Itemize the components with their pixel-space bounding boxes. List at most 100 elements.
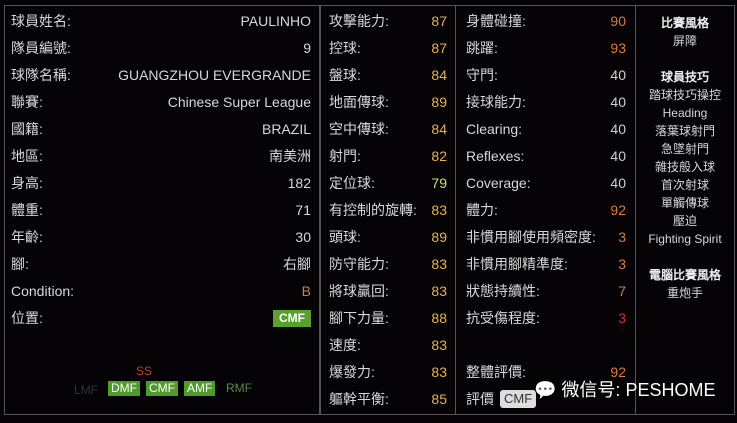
stat-row: Reflexes: 40 [466,143,626,170]
stat-value: 87 [431,40,447,56]
profile-row: 國籍: BRAZIL [11,116,311,143]
position-cmf: CMF [146,381,178,396]
position-ss: SS [136,364,153,378]
stat-value: PAULINHO [240,13,311,29]
stat-value: 79 [431,175,447,191]
stat-label: 非慣用腳使用頻密度: [466,229,596,245]
stat-label: 定位球: [329,175,375,191]
stat-row: 定位球: 79 [329,170,447,197]
stat-row: 地面傳球: 89 [329,89,447,116]
stat-row: 頭球: 89 [329,224,447,251]
stat-row: 爆發力: 83 [329,359,447,386]
stat-row: 防守能力: 83 [329,251,447,278]
style-value: 屏障 [672,34,697,48]
stat-value: 87 [431,13,447,29]
style-title: 比賽風格 [660,16,709,30]
skill-item: 急墜射門 [660,142,709,156]
stat-row: 跳躍: 93 [466,35,626,62]
position-lmf: LMF [74,383,98,397]
stat-value: 89 [431,229,447,245]
stat-row: 攻擊能力: 87 [329,8,447,35]
stat-value: 92 [610,202,626,218]
stat-value: 7 [618,283,626,299]
stat-row: 將球贏回: 83 [329,278,447,305]
overall-rating-row: 整體評價: 92 [466,359,626,386]
stat-row: 身體碰撞: 90 [466,8,626,35]
stat-row: 控球: 87 [329,35,447,62]
stat-row: 狀態持續性: 7 [466,278,626,305]
stat-value: 84 [431,121,447,137]
skill-item: 踏球技巧操控 [648,88,721,102]
stat-label: 國籍: [11,121,43,137]
skill-item: 壓迫 [672,214,697,228]
stat-label: 聯賽: [11,94,43,110]
skill-item: Fighting Spirit [648,232,722,246]
stat-value: B [301,283,311,299]
stat-value: 南美洲 [269,148,311,164]
rating-badge: CMF [500,390,537,408]
stat-row: 抗受傷程度: 3 [466,305,626,332]
style-panel: 比賽風格 屏障 球員技巧 踏球技巧操控 Heading 落葉球射門 急墜射門 雜技般入球… [635,5,735,415]
profile-panel [4,5,320,415]
stat-value: 83 [431,364,447,380]
stat-value: 83 [431,256,447,272]
stat-label: 地面傳球: [329,94,389,110]
profile-row: 位置: CMF [11,305,311,332]
profile-row: 地區: 南美洲 [11,143,311,170]
skill-item: 單觸傳球 [660,196,709,210]
stat-value: 30 [295,229,311,245]
skills-title: 球員技巧 [660,70,709,84]
stat-row: 空中傳球: 84 [329,116,447,143]
stat-label: 球隊名稱: [11,67,71,83]
watermark: 💬 微信号: PESHOME [534,378,715,402]
stat-label: Coverage: [466,175,531,191]
stat-row: 接球能力: 40 [466,89,626,116]
rating-label: 評價 [466,391,494,407]
position-amf: AMF [184,381,216,396]
stat-row: Clearing: 40 [466,116,626,143]
stat-label: 狀態持續性: [466,283,540,299]
stat-value: 84 [431,67,447,83]
position-rmf: RMF [226,381,252,395]
profile-row: 身高: 182 [11,170,311,197]
profile-row: 年齡: 30 [11,224,311,251]
rating-row: 評價 CMF [466,386,626,413]
stat-value: 3 [618,310,626,326]
skill-item: 落葉球射門 [654,124,715,138]
stat-label: 防守能力: [329,256,389,272]
profile-row: 體重: 71 [11,197,311,224]
stat-value: GUANGZHOU EVERGRANDE [118,67,311,83]
stat-row: 有控制的旋轉: 83 [329,197,447,224]
profile-row: 腳: 右腳 [11,251,311,278]
stat-value: 83 [431,337,447,353]
stat-value: 83 [431,283,447,299]
stat-label: 爆發力: [329,364,375,380]
stat-label: 隊員編號: [11,40,71,56]
stat-label: 地區: [11,148,43,164]
stat-value: 90 [610,13,626,29]
stat-row: 速度: 83 [329,332,447,359]
stat-row: 守門: 40 [466,62,626,89]
skill-item: Heading [662,106,708,120]
stat-value: Chinese Super League [167,94,311,110]
profile-row: 聯賽: Chinese Super League [11,89,311,116]
stat-label: 腳下力量: [329,310,389,326]
stat-label: 年齡: [11,229,43,245]
profile-row: 球隊名稱: GUANGZHOU EVERGRANDE [11,62,311,89]
stat-value: 右腳 [283,256,311,272]
ai-style-value: 重炮手 [666,286,703,300]
stat-value: 40 [610,121,626,137]
ai-style-title: 電腦比賽風格 [648,268,721,282]
stat-value: 88 [431,310,447,326]
stat-label: Clearing: [466,121,523,137]
stat-label: 位置: [11,310,43,326]
stat-label: 控球: [329,40,361,56]
stat-row: Coverage: 40 [466,170,626,197]
stat-label: Condition: [11,283,75,299]
stat-label: 頭球: [329,229,361,245]
skill-item: 首次射球 [660,178,709,192]
stat-value: 93 [610,40,626,56]
stat-label: 球員姓名: [11,13,71,29]
stat-label: 抗受傷程度: [466,310,540,326]
stat-label: 守門: [466,67,498,83]
